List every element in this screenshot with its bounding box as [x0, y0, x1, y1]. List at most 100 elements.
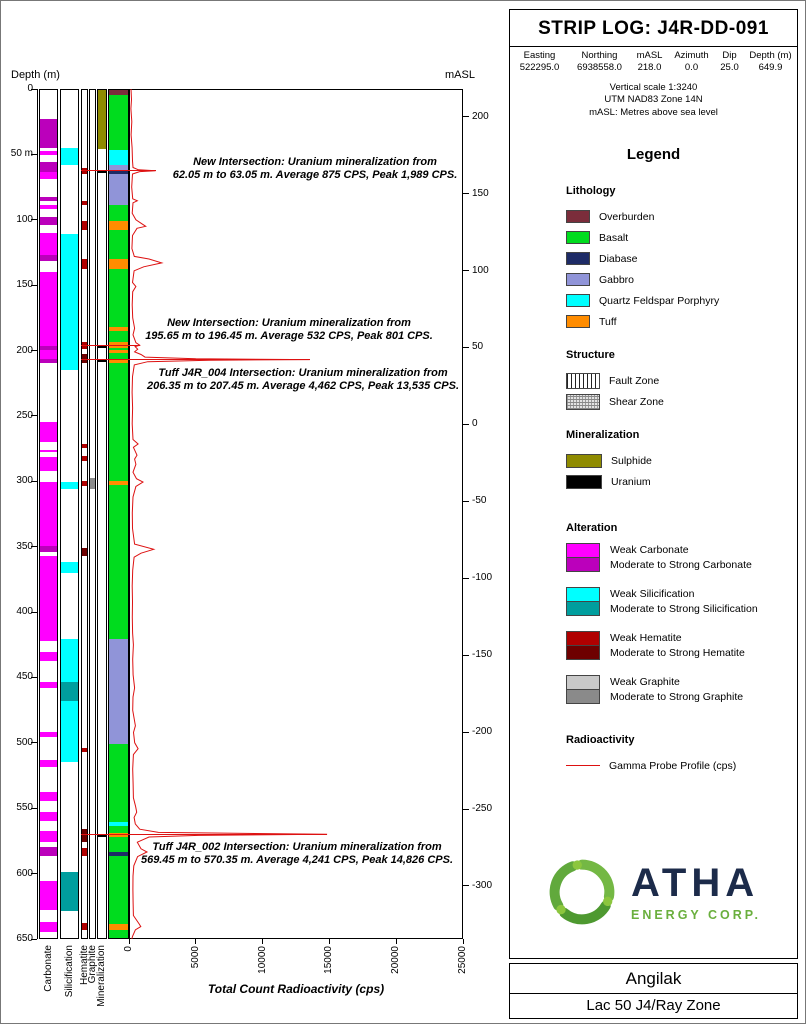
collar-value: 6938558.0	[577, 62, 622, 73]
annotation-line: 569.45 m to 570.35 m. Average 4,241 CPS,…	[140, 854, 454, 867]
legend-structure-shear-zone-label: Shear Zone	[609, 395, 664, 408]
lithology-interval	[109, 330, 128, 343]
lithology-interval	[109, 150, 128, 165]
collar-header: Northing	[581, 50, 618, 61]
hematite-strong-swatch	[566, 645, 600, 661]
lithology-interval	[109, 347, 128, 351]
hematite-strong-label: Moderate to Strong Hematite	[610, 647, 745, 660]
column-silicification	[60, 89, 79, 939]
masl-tick-label: 150	[472, 187, 489, 199]
depth-tick-label: 600	[16, 867, 33, 879]
mineralization-legend-items: Sulphide Uranium	[566, 450, 797, 492]
lithology-interval	[109, 269, 128, 327]
lithology-interval	[109, 173, 128, 206]
lithology-interval	[109, 836, 128, 853]
carbonate-interval	[40, 254, 57, 262]
masl-tick-label: -150	[472, 649, 493, 661]
column-mineralization	[97, 89, 107, 939]
legend-lithology-basalt-label: Basalt	[599, 231, 629, 244]
depth-tick-label: 250	[16, 409, 33, 421]
depth-tick-mark	[31, 611, 37, 613]
lithology-interval	[109, 359, 128, 364]
legend-mineralization-uranium-swatch	[566, 474, 602, 489]
legend-alteration-graphite: Weak Graphite Moderate to Strong Graphite	[566, 675, 797, 705]
depth-tick-label: 100	[16, 213, 33, 225]
radioactivity-tick-label: 5000	[189, 946, 201, 969]
silicification-labels: Weak Silicification Moderate to Strong Si…	[610, 587, 758, 616]
lithology-interval	[109, 852, 128, 857]
depth-tick-mark	[31, 676, 37, 678]
silicification-interval	[61, 482, 78, 489]
carbonate-strong-label: Moderate to Strong Carbonate	[610, 559, 752, 572]
hematite-interval	[82, 201, 87, 206]
carbonate-interval	[40, 546, 57, 552]
carbonate-interval	[40, 921, 57, 933]
silicification-interval	[61, 872, 78, 912]
atha-logo-icon	[549, 859, 615, 925]
title-divider	[510, 46, 797, 47]
lithology-heading: Lithology	[566, 185, 616, 198]
lithology-interval	[109, 639, 128, 744]
carbonate-interval	[40, 346, 57, 351]
lithology-interval	[109, 90, 128, 96]
carbonate-interval	[40, 811, 57, 821]
lithology-interval	[109, 856, 128, 925]
logo-subtitle: ENERGY CORP.	[630, 907, 761, 922]
strip-log-chart: Depth (m) mASL Total Count Radioactivity…	[1, 1, 507, 1023]
mineralization-interval	[98, 359, 106, 363]
lithology-interval	[109, 363, 128, 481]
collar-value: 522295.0	[519, 62, 560, 73]
carbonate-interval	[40, 359, 57, 364]
masl-tick-label: 200	[472, 110, 489, 122]
legend-lithology-gabbro-label: Gabbro	[599, 273, 635, 286]
collar-header: Depth (m)	[749, 50, 792, 61]
carbonate-weak-label: Weak Carbonate	[610, 544, 689, 557]
depth-tick-mark	[31, 88, 37, 90]
lithology-interval	[109, 924, 128, 930]
legend-lithology-tuff-swatch	[566, 315, 590, 329]
silicification-weak-swatch	[566, 587, 600, 603]
carbonate-interval	[40, 216, 57, 225]
note-vertical-scale: Vertical scale 1:3240	[609, 82, 698, 93]
carbonate-interval	[40, 759, 57, 768]
carbonate-interval	[40, 482, 57, 547]
mineralization-interval	[98, 834, 106, 837]
carbonate-weak-swatch	[566, 543, 600, 559]
depth-tick-mark	[31, 546, 37, 548]
graphite-labels: Weak Graphite Moderate to Strong Graphite	[610, 675, 743, 704]
legend-structure-fault-zone-swatch	[566, 372, 600, 389]
legend-lithology-quartz-feldspar-porphyry-label: Quartz Feldspar Porphyry	[599, 294, 720, 307]
depth-axis-line	[37, 89, 38, 939]
annotation-line: 206.35 m to 207.45 m. Average 4,462 CPS,…	[146, 380, 460, 393]
silicification-swatch-stack	[566, 587, 600, 617]
masl-tick-label: -50	[472, 495, 487, 507]
depth-tick-label: 300	[16, 475, 33, 487]
graphite-strong-label: Moderate to Strong Graphite	[610, 691, 744, 704]
lithology-interval	[109, 169, 128, 174]
carbonate-interval	[40, 831, 57, 842]
legend-lithology-overburden-label: Overburden	[599, 210, 655, 223]
silicification-interval	[61, 562, 78, 573]
hematite-interval	[82, 848, 87, 857]
carbonate-interval	[40, 792, 57, 802]
logo-brand-name: ATHA	[630, 860, 760, 905]
depth-tick-label: 350	[16, 540, 33, 552]
lithology-legend-items: Overburden Basalt Diabase Gabbro Quartz Feld…	[566, 206, 797, 332]
mineralization-interval	[98, 90, 106, 149]
carbonate-interval	[40, 555, 57, 641]
legend-alteration-silicification: Weak Silicification Moderate to Strong Si…	[566, 587, 797, 617]
masl-tick-mark	[463, 346, 469, 348]
gamma-profile-label: Gamma Probe Profile (cps)	[609, 759, 737, 772]
legend-alteration-hematite: Weak Hematite Moderate to Strong Hematite	[566, 631, 797, 661]
annotation-intersection-62m: New Intersection: Uranium mineralization…	[159, 156, 471, 182]
column-hematite	[81, 89, 88, 939]
annotation-line: Tuff J4R_004 Intersection: Uranium miner…	[158, 367, 448, 379]
hematite-swatch-stack	[566, 631, 600, 661]
legend-alteration-carbonate: Weak Carbonate Moderate to Strong Carbona…	[566, 543, 797, 573]
legend-mineralization-uranium-label: Uranium	[611, 475, 651, 488]
depth-tick-label: 550	[16, 802, 33, 814]
masl-tick-mark	[463, 500, 469, 502]
radioactivity-tick-mark	[395, 939, 397, 944]
lithology-interval	[109, 350, 128, 353]
depth-tick-mark	[31, 415, 37, 417]
